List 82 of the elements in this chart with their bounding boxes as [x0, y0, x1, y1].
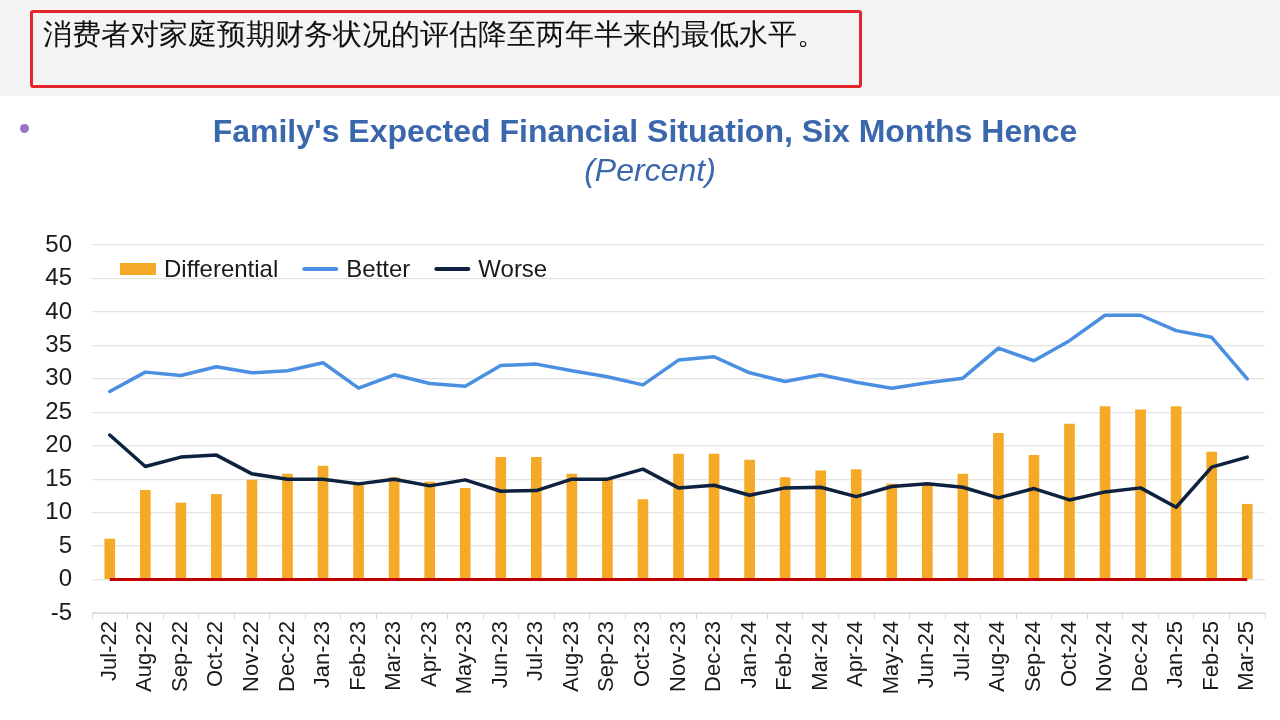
- x-tick-label: Mar-23: [380, 621, 406, 691]
- x-tick-label: Jul-23: [522, 621, 548, 681]
- legend-label: Worse: [478, 254, 548, 282]
- y-tick-label: 50: [45, 229, 72, 257]
- x-tick-label: Oct-24: [1055, 621, 1081, 688]
- bar: [1206, 451, 1218, 579]
- bar: [744, 459, 755, 579]
- chart-subtitle: (Percent): [583, 152, 717, 189]
- bar: [104, 538, 116, 579]
- bar: [1028, 455, 1040, 579]
- bar: [886, 483, 898, 579]
- x-tick-label: Oct-22: [202, 621, 228, 688]
- legend-label: Differential: [164, 254, 279, 282]
- x-tick-label: Jun-23: [486, 621, 512, 689]
- x-tick-label: Jan-25: [1162, 621, 1188, 689]
- chart-title: Family's Expected Financial Situation, Six Months Hence: [211, 113, 1079, 150]
- bar: [282, 473, 293, 579]
- bar: [317, 465, 329, 579]
- bar: [602, 477, 613, 579]
- x-tick-label: Dec-22: [273, 621, 299, 692]
- bar: [1135, 409, 1146, 579]
- x-tick-label: Oct-23: [629, 621, 655, 688]
- bar: [175, 502, 187, 579]
- bar: [1064, 423, 1075, 579]
- x-tick-label: Jun-24: [913, 621, 939, 689]
- y-tick-label: 40: [45, 296, 72, 324]
- bar: [139, 489, 151, 579]
- x-tick-label: Dec-24: [1126, 621, 1152, 692]
- y-tick-label: 30: [45, 363, 72, 391]
- y-tick-label: 20: [45, 430, 72, 458]
- x-tick-label: Feb-25: [1197, 621, 1223, 691]
- y-tick-label: 5: [58, 530, 72, 558]
- x-tick-label: Jul-24: [948, 621, 974, 681]
- bar: [424, 481, 436, 579]
- bar: [246, 479, 258, 579]
- x-tick-label: Jan-24: [735, 621, 761, 689]
- bar: [211, 493, 222, 579]
- bar: [921, 484, 933, 579]
- x-tick-label: Jan-23: [309, 621, 335, 689]
- y-tick-label: 35: [45, 329, 72, 357]
- bar: [1099, 406, 1111, 579]
- y-tick-label: 25: [45, 396, 72, 424]
- x-tick-label: Dec-23: [700, 621, 726, 692]
- y-tick-label: 15: [45, 463, 72, 491]
- x-tick-label: Feb-23: [344, 621, 370, 691]
- x-tick-label: Apr-23: [415, 621, 441, 688]
- x-tick-label: Aug-23: [557, 621, 583, 692]
- bar: [815, 470, 827, 579]
- bar: [673, 453, 684, 579]
- x-tick-label: Nov-22: [238, 621, 264, 692]
- y-tick-label: 0: [58, 564, 72, 592]
- bar: [993, 433, 1004, 579]
- bar: [495, 457, 507, 579]
- x-tick-label: Sep-24: [1020, 621, 1046, 692]
- x-tick-label: Aug-22: [131, 621, 157, 692]
- bar: [388, 477, 400, 579]
- x-tick-label: May-23: [451, 621, 477, 695]
- x-tick-label: Feb-24: [771, 621, 797, 691]
- text: 消费者对家庭预期财务状况的评估降至两年半来的最低水平。: [43, 16, 826, 53]
- x-tick-label: Nov-23: [664, 621, 690, 692]
- y-tick-label: 10: [45, 497, 72, 525]
- x-tick-label: Aug-24: [984, 621, 1010, 692]
- x-tick-label: Mar-25: [1233, 621, 1259, 691]
- x-tick-label: Apr-24: [842, 621, 868, 688]
- x-tick-label: Mar-24: [806, 621, 832, 691]
- bar: [530, 457, 542, 579]
- bar: [637, 499, 649, 579]
- bar: [1170, 406, 1182, 579]
- x-tick-label: Sep-22: [166, 621, 192, 692]
- x-tick-label: Jul-22: [95, 621, 121, 681]
- x-tick-label: Nov-24: [1091, 621, 1117, 692]
- bar: [850, 469, 862, 579]
- y-tick-label: 45: [45, 263, 72, 291]
- bar: [1241, 503, 1253, 579]
- bar: [779, 477, 791, 579]
- bar: [353, 483, 364, 579]
- bar: [459, 487, 471, 579]
- y-tick-label: -5: [50, 597, 72, 625]
- legend-label: Better: [346, 254, 411, 282]
- x-tick-label: May-24: [877, 621, 903, 695]
- bar: [708, 453, 720, 579]
- x-tick-label: Sep-23: [593, 621, 619, 692]
